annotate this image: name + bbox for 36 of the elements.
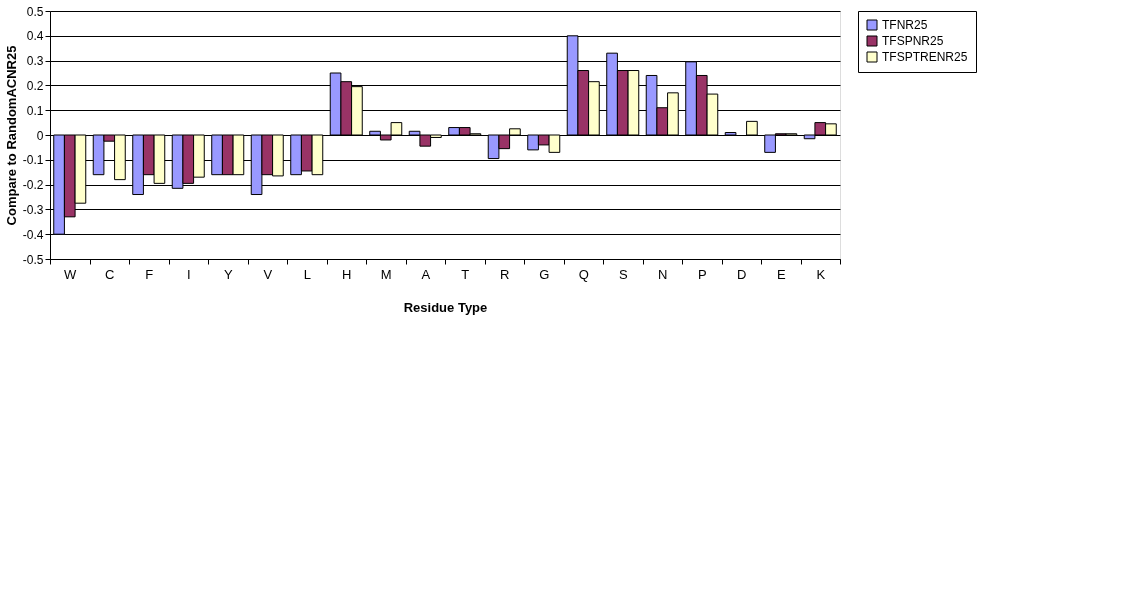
x-tick-label: W: [64, 266, 78, 282]
legend-label: TFSPNR25: [882, 34, 944, 48]
x-tick-label: K: [816, 266, 826, 282]
x-tick-label: N: [658, 266, 668, 282]
x-tick-label: R: [500, 266, 510, 282]
x-tick-label: I: [186, 266, 191, 282]
x-tick-label: L: [303, 266, 311, 282]
y-axis-title: Compare to RandomACNR25: [3, 45, 19, 226]
x-tick-label: P: [697, 266, 707, 282]
y-tick-label: 0.3: [26, 54, 44, 69]
x-tick-label: A: [421, 266, 431, 282]
x-tick-label: C: [105, 266, 115, 282]
legend-label: TFSPTRENR25: [882, 50, 968, 64]
x-tick-label: T: [461, 266, 470, 282]
x-tick-label: D: [737, 266, 747, 282]
y-tick-label: -0.3: [22, 202, 44, 217]
x-tick-label: H: [342, 266, 352, 282]
x-tick-label: V: [263, 266, 273, 282]
legend-label: TFNR25: [882, 18, 928, 32]
x-tick-label: Y: [223, 266, 233, 282]
x-tick-label: S: [618, 266, 628, 282]
y-tick-label: -0.1: [22, 153, 44, 168]
y-tick-label: 0.1: [26, 103, 44, 118]
x-tick-label: Q: [578, 266, 589, 282]
x-axis-title: Residue Type: [403, 299, 488, 315]
y-tick-label: -0.2: [22, 178, 44, 193]
x-tick-label: M: [380, 266, 392, 282]
x-tick-label: E: [776, 266, 786, 282]
y-tick-label: -0.4: [22, 227, 44, 242]
y-tick-label: -0.5: [22, 252, 44, 267]
y-tick-label: 0.2: [26, 78, 44, 93]
y-tick-label: 0.4: [26, 29, 44, 44]
y-tick-label: 0.5: [26, 4, 44, 19]
x-tick-label: F: [145, 266, 154, 282]
y-tick-label: 0: [36, 128, 44, 143]
x-tick-label: G: [539, 266, 550, 282]
